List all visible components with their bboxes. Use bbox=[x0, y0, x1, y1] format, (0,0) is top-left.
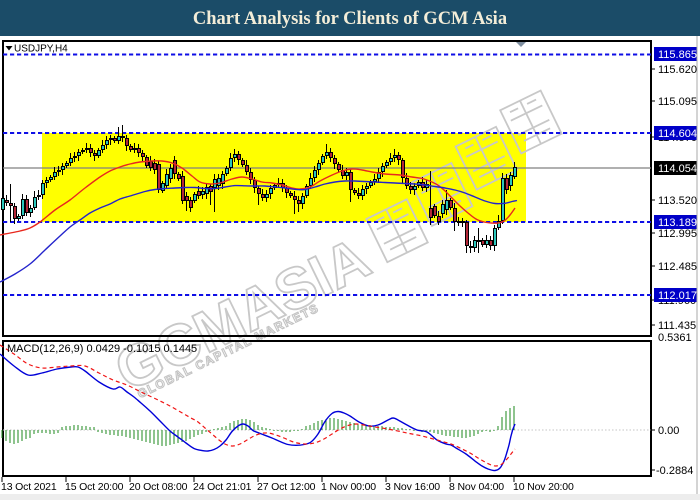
svg-text:Chart Analysis for Clients of: Chart Analysis for Clients of GCM Asia bbox=[193, 9, 507, 29]
svg-text:113.189: 113.189 bbox=[658, 217, 697, 229]
svg-text:3 Nov 16:00: 3 Nov 16:00 bbox=[385, 481, 440, 493]
svg-text:-0.2884: -0.2884 bbox=[656, 465, 693, 477]
svg-text:15 Oct 20:00: 15 Oct 20:00 bbox=[65, 481, 124, 493]
svg-text:112.995: 112.995 bbox=[658, 228, 697, 240]
svg-text:113.520: 113.520 bbox=[658, 195, 697, 207]
svg-text:114.054: 114.054 bbox=[658, 163, 697, 175]
svg-text:MACD(12,26,9) 0.0429 -0.1015 0: MACD(12,26,9) 0.0429 -0.1015 0.1445 bbox=[7, 343, 197, 355]
svg-text:8 Nov 04:00: 8 Nov 04:00 bbox=[449, 481, 504, 493]
svg-text:111.435: 111.435 bbox=[658, 320, 696, 332]
svg-text:115.865: 115.865 bbox=[658, 49, 697, 61]
svg-text:USDJPY,H4: USDJPY,H4 bbox=[14, 44, 68, 55]
svg-text:20 Oct 08:00: 20 Oct 08:00 bbox=[129, 481, 188, 493]
svg-text:13 Oct 2021: 13 Oct 2021 bbox=[1, 481, 57, 493]
svg-text:112.017: 112.017 bbox=[658, 290, 697, 302]
svg-text:112.485: 112.485 bbox=[658, 261, 697, 273]
svg-text:1 Nov 00:00: 1 Nov 00:00 bbox=[321, 481, 376, 493]
svg-text:0.5361: 0.5361 bbox=[658, 332, 692, 344]
svg-text:24 Oct 21:01: 24 Oct 21:01 bbox=[193, 481, 252, 493]
svg-text:0.00: 0.00 bbox=[658, 425, 679, 437]
svg-text:115.620: 115.620 bbox=[658, 64, 697, 76]
svg-text:27 Oct 12:00: 27 Oct 12:00 bbox=[257, 481, 316, 493]
svg-text:10 Nov 20:00: 10 Nov 20:00 bbox=[513, 481, 574, 493]
svg-text:115.095: 115.095 bbox=[658, 96, 697, 108]
svg-text:114.604: 114.604 bbox=[658, 128, 697, 140]
